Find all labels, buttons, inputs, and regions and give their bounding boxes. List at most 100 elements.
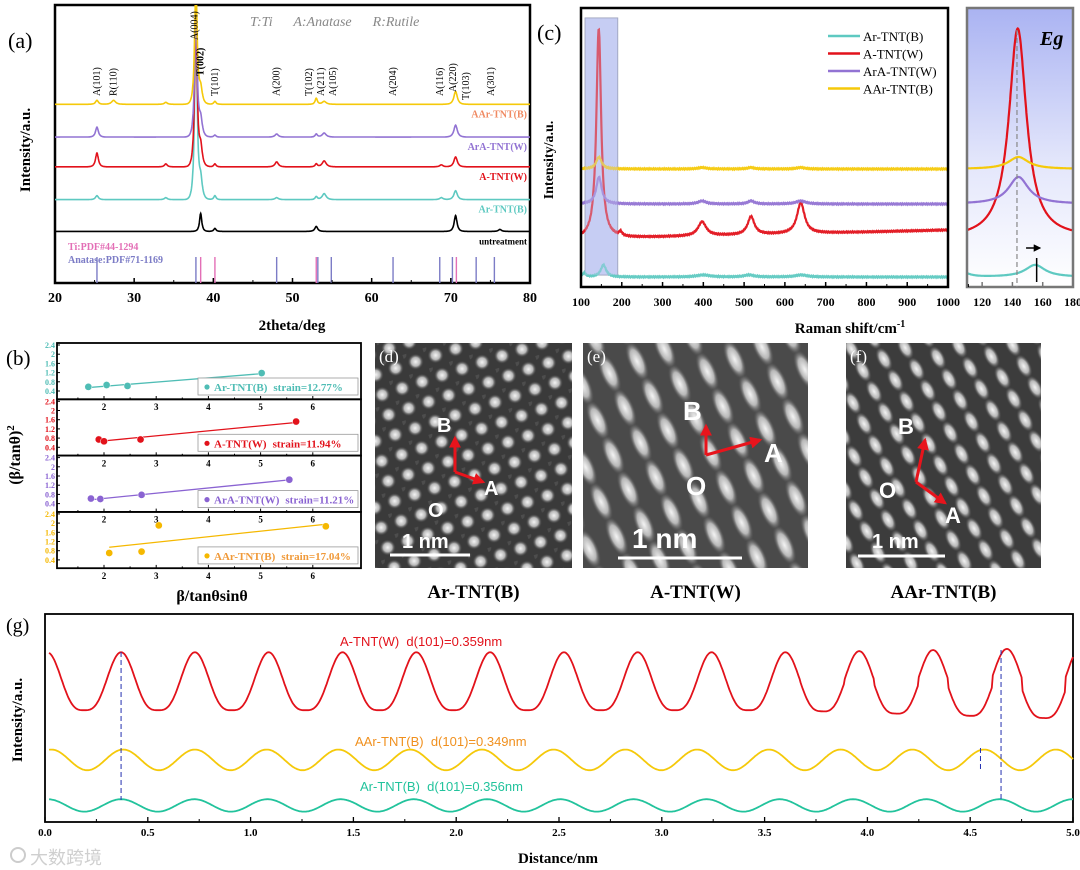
y-tick-label: 2 — [51, 519, 55, 528]
x-tick-label: 4 — [206, 458, 211, 468]
x-axis-label: 2theta/deg — [259, 318, 326, 334]
wh-legend-marker — [204, 440, 210, 446]
x-tick-label: 3.0 — [655, 827, 669, 839]
profile-series — [48, 748, 1074, 772]
y-tick-label: 0.8 — [45, 378, 55, 387]
x-tick-label: 2 — [102, 458, 107, 468]
wh-data-point — [100, 437, 108, 446]
wh-data-point — [105, 549, 114, 557]
wh-legend-box — [197, 377, 359, 396]
wh-strain-value: strain=11.21% — [285, 495, 354, 507]
wh-fit-line — [109, 523, 326, 548]
raman-inset-series — [967, 263, 1073, 277]
xrd-series-label: untreatment — [479, 236, 527, 246]
x-tick-label: 5 — [258, 571, 263, 581]
y-tick-label: 1.6 — [45, 472, 55, 481]
panel-label-a: (a) — [8, 28, 32, 53]
x-tick-label: 2 — [102, 402, 107, 412]
y-tick-label: 0.4 — [45, 556, 55, 565]
wh-data-point — [322, 522, 330, 531]
profile-series-label: Ar-TNT(B) d(101)=0.356nm — [360, 779, 523, 794]
tem-image-title: AAr-TNT(B) — [891, 582, 997, 603]
wh-legend-text: ArA-TNT(W) strain=11.21% — [214, 495, 354, 507]
wh-series-name: Ar-TNT(B) — [214, 382, 268, 394]
xrd-series-label: AAr-TNT(B) — [471, 109, 527, 120]
wh-data-point — [102, 381, 111, 389]
wh-series-name: A-TNT(W) — [214, 438, 267, 450]
y-axis-label: Intensity/a.u. — [10, 678, 26, 762]
profile-series — [49, 798, 1073, 813]
y-tick-label: 2 — [51, 407, 55, 416]
panel-label-b: (b) — [6, 346, 31, 370]
raman-series — [581, 154, 948, 172]
x-tick-label: 3.5 — [758, 827, 772, 839]
x-tick-label: 2.0 — [449, 827, 463, 839]
xrd-series-ar-tntb — [55, 21, 530, 201]
xrd-peak-label: A(220) — [448, 63, 459, 92]
origin-label: O — [686, 471, 706, 501]
y-tick-label: 0.8 — [45, 547, 55, 556]
tem-image-title: Ar-TNT(B) — [427, 582, 519, 603]
origin-label: O — [428, 500, 444, 522]
xrd-series-untreatment — [55, 211, 530, 233]
inset-x-tick-label: 120 — [973, 295, 991, 309]
xrd-peak-label: R(110) — [109, 68, 120, 96]
inset-x-tick-label: 160 — [1034, 295, 1052, 309]
x-tick-label: 5 — [258, 515, 263, 525]
raman-inset-series — [967, 175, 1073, 204]
y-tick-label: 1.6 — [45, 528, 55, 537]
x-tick-label: 700 — [817, 295, 835, 309]
wh-data-point — [154, 521, 163, 530]
lattice-vector-a-arrow-icon — [705, 436, 763, 457]
reference-pattern-label: Ti:PDF#44-1294 — [68, 242, 138, 253]
y-tick-label: 0.8 — [45, 490, 55, 499]
xrd-series-ara-tntw — [55, 7, 530, 138]
xrd-peak-label: T(101) — [210, 68, 221, 96]
wh-data-point — [137, 491, 146, 499]
x-tick-label: 900 — [898, 295, 916, 309]
x-tick-label: 80 — [523, 291, 537, 306]
x-tick-label: 600 — [776, 295, 794, 309]
scale-bar-label: 1 nm — [632, 523, 697, 554]
y-tick-label: 1.2 — [45, 481, 55, 490]
inset-x-tick-label: 180 — [1064, 295, 1080, 309]
x-tick-label: 6 — [311, 515, 316, 525]
y-tick-label: 0.4 — [45, 443, 55, 452]
eg-highlight-overlay — [585, 18, 618, 275]
y-tick-label: 2 — [51, 350, 55, 359]
tem-image-d: (d) B A O 1 nm — [375, 343, 572, 568]
x-tick-label: 4.0 — [861, 827, 875, 839]
axis-a-label: A — [764, 438, 783, 468]
xrd-peak-label: T(002) — [196, 48, 207, 76]
xrd-peak-label: A(211) — [316, 67, 327, 96]
wh-fit-line — [103, 421, 297, 442]
raman-legend-label: A-TNT(W) — [863, 47, 923, 62]
y-tick-label: 1.2 — [45, 425, 55, 434]
y-axis-label: (β/tanθ)2 — [5, 425, 24, 485]
y-tick-label: 1.6 — [45, 416, 55, 425]
wh-data-point — [123, 382, 132, 390]
x-tick-label: 4.5 — [963, 827, 977, 839]
xrd-peak-label: A(004) — [189, 11, 200, 40]
xrd-series-label: A-TNT(W) — [479, 172, 527, 183]
hrtem-lattice-image — [583, 343, 808, 568]
x-tick-label: 6 — [311, 571, 316, 581]
xrd-peak-label: A(101) — [92, 67, 103, 96]
y-tick-label: 2.4 — [45, 341, 55, 350]
x-tick-label: 0.0 — [38, 827, 52, 839]
wh-data-point — [137, 547, 146, 556]
origin-label: O — [879, 478, 896, 503]
wh-legend-text: A-TNT(W) strain=11.94% — [214, 438, 341, 450]
raman-legend-label: ArA-TNT(W) — [863, 64, 937, 79]
scale-bar-label: 1 nm — [872, 531, 919, 553]
x-tick-label: 5.0 — [1066, 827, 1080, 839]
wh-legend-box — [197, 433, 359, 452]
y-tick-label: 0.4 — [45, 387, 55, 396]
x-tick-label: 2 — [102, 515, 107, 525]
y-tick-label: 2.4 — [45, 454, 55, 463]
panel-label-e: (e) — [587, 347, 606, 366]
wh-data-point — [84, 383, 93, 391]
xrd-series-label: ArA-TNT(W) — [468, 142, 527, 153]
